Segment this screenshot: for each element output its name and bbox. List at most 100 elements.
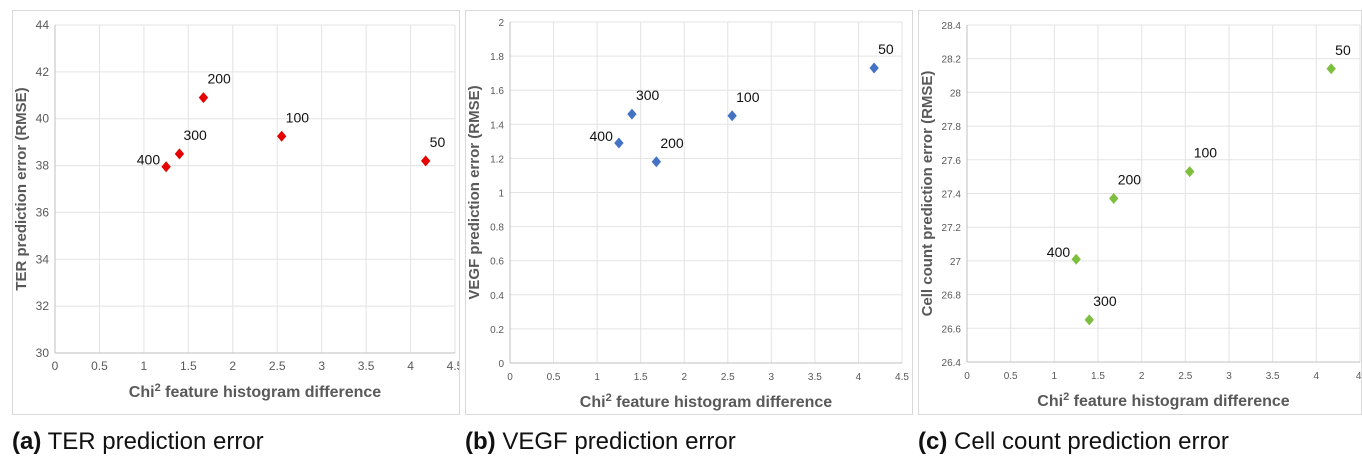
y-tick-label: 26.4: [942, 358, 962, 369]
y-tick-label: 28.4: [942, 21, 962, 32]
x-tick-label: 0.5: [91, 359, 108, 373]
caption-c-label: (c): [918, 428, 948, 455]
caption-c-text: Cell count prediction error: [954, 428, 1229, 455]
x-tick-label: 0.5: [1004, 371, 1018, 382]
data-label-100: 100: [1194, 145, 1218, 161]
chart-panel-b: 0 0.2 0.4 0.6 0.8 1 1.2 1.4 1.6 1.8 2 0 0.5 1 1.5 2 2.5 3…: [465, 10, 913, 415]
caption-b-label: (b): [465, 428, 496, 455]
x-tick-label: 2.5: [1178, 371, 1192, 382]
x-tick-label: 0: [507, 372, 513, 383]
x-axis-label: Chi2 feature histogram difference: [580, 392, 833, 411]
x-tick-label: 3.5: [808, 372, 822, 383]
x-tick-label: 4: [407, 359, 414, 373]
x-tick-label: 3: [318, 359, 325, 373]
chart-ter: 303234363840424400.511.522.533.544.5Chi2…: [13, 18, 464, 401]
y-tick-label: 27.6: [942, 156, 962, 167]
data-point-300: [627, 108, 637, 120]
x-tick-label: 4.5: [895, 372, 909, 383]
caption-a-text: TER prediction error: [47, 428, 264, 455]
y-tick-label: 1.8: [490, 52, 504, 63]
y-tick-label: 26.6: [942, 324, 962, 335]
data-point-200: [198, 92, 209, 104]
data-label-50: 50: [1335, 42, 1351, 58]
data-label-400: 400: [137, 152, 161, 168]
x-tick-label: 2: [681, 372, 687, 383]
y-tick-label: 1: [498, 189, 504, 200]
x-tick-label: 1.5: [634, 372, 648, 383]
y-tick-label: 42: [36, 65, 50, 79]
data-point-50: [869, 62, 879, 74]
y-tick-label: 28: [950, 88, 962, 99]
chart-vegf: 0 0.2 0.4 0.6 0.8 1 1.2 1.4 1.6 1.8 2 0 0.5 1 1.5 2 2.5 3…: [466, 18, 909, 411]
data-label-200: 200: [660, 135, 684, 151]
data-point-400: [1071, 253, 1081, 265]
x-tick-label: 2.5: [721, 372, 735, 383]
y-tick-label: 0.4: [490, 291, 504, 302]
data-point-50: [420, 155, 431, 167]
data-label-50: 50: [878, 41, 894, 57]
y-tick-label: 44: [36, 18, 50, 32]
y-tick-label: 28.2: [942, 55, 962, 66]
x-tick-label: 1: [141, 359, 148, 373]
data-point-100: [727, 110, 737, 122]
y-tick-label: 36: [36, 205, 50, 219]
caption-b: (b) VEGF prediction error: [465, 428, 736, 456]
data-label-100: 100: [736, 89, 760, 105]
y-tick-label: 0: [498, 359, 504, 370]
x-tick-label: 0.5: [547, 372, 561, 383]
y-tick-label: 30: [36, 346, 50, 360]
y-tick-label: 27.2: [942, 223, 962, 234]
data-point-300: [1084, 314, 1094, 326]
x-tick-label: 2: [1139, 371, 1145, 382]
y-tick-label: 2: [498, 18, 504, 29]
data-label-300: 300: [636, 87, 660, 103]
y-axis-label: Cell count prediction error (RMSE): [919, 71, 936, 317]
data-label-200: 200: [207, 71, 231, 87]
y-tick-label: 0.6: [490, 257, 504, 268]
chart-frame: [465, 10, 913, 415]
data-point-100: [276, 130, 287, 142]
x-tick-label: 2: [229, 359, 236, 373]
chart-frame: [12, 10, 460, 415]
y-tick-label: 1.2: [490, 154, 504, 165]
data-point-100: [1185, 166, 1195, 178]
y-tick-label: 34: [36, 252, 50, 266]
y-tick-label: 38: [36, 159, 50, 173]
y-tick-label: 1.4: [490, 120, 504, 131]
y-axis-label: TER prediction error (RMSE): [13, 87, 30, 290]
x-tick-label: 0: [964, 371, 970, 382]
x-tick-label: 3.5: [1266, 371, 1280, 382]
x-tick-label: 1: [1052, 371, 1058, 382]
data-label-100: 100: [286, 109, 310, 125]
chart-frame: [918, 10, 1362, 415]
data-label-400: 400: [590, 128, 614, 144]
data-point-400: [161, 161, 171, 173]
caption-c: (c) Cell count prediction error: [918, 428, 1229, 456]
x-tick-label: 4: [1314, 371, 1320, 382]
data-point-200: [1109, 193, 1119, 205]
y-tick-label: 40: [36, 112, 50, 126]
caption-b-text: VEGF prediction error: [502, 428, 736, 455]
chart-panel-c: 26.4 26.6 26.8 27 27.2 27.4 27.6 27.8 28 28.2 28.4…: [918, 10, 1362, 415]
data-point-50: [1326, 63, 1336, 75]
x-tick-label: 1: [594, 372, 600, 383]
data-label-300: 300: [183, 127, 207, 143]
x-tick-label: 0: [52, 359, 59, 373]
data-label-300: 300: [1093, 293, 1117, 309]
x-tick-label: 4: [856, 372, 862, 383]
x-tick-label: 3: [1226, 371, 1232, 382]
x-axis-label: Chi2 feature histogram difference: [1037, 391, 1290, 410]
x-tick-label: 1.5: [1091, 371, 1105, 382]
caption-a: (a) TER prediction error: [12, 428, 264, 456]
y-tick-label: 26.8: [942, 291, 962, 302]
chart-cell-count: 26.4 26.6 26.8 27 27.2 27.4 27.6 27.8 28 28.2 28.4…: [919, 21, 1362, 410]
x-tick-label: 3.5: [358, 359, 375, 373]
y-tick-label: 0.2: [490, 325, 504, 336]
y-tick-label: 27.4: [942, 190, 962, 201]
data-label-400: 400: [1047, 244, 1071, 260]
x-tick-label: 2.5: [269, 359, 286, 373]
data-label-50: 50: [430, 134, 446, 150]
y-tick-label: 32: [36, 299, 50, 313]
x-tick-label: 1.5: [180, 359, 197, 373]
y-tick-label: 27: [950, 257, 962, 268]
